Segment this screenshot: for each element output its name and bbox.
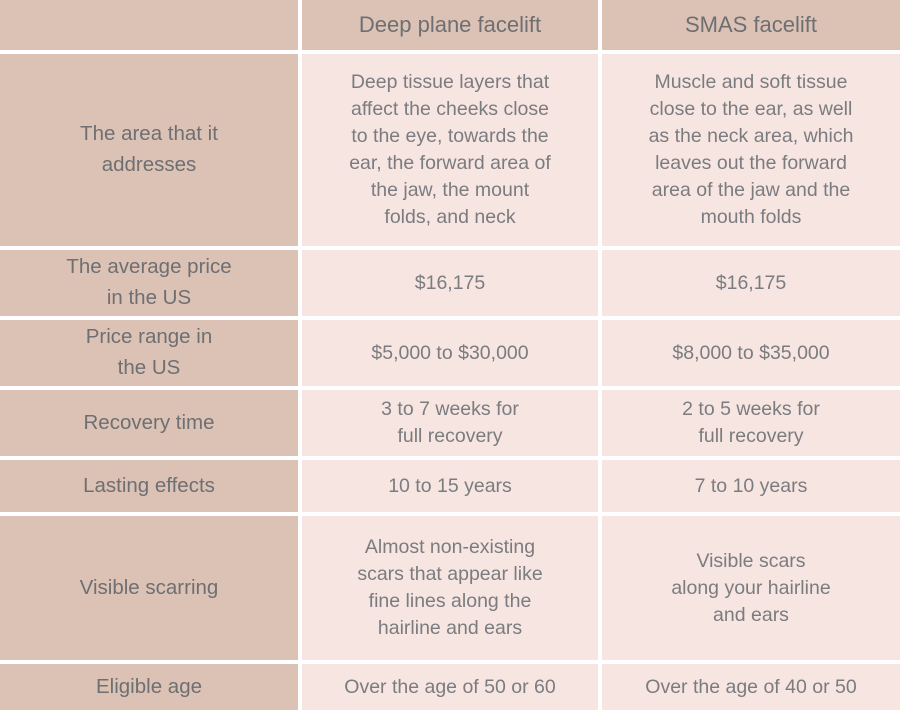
cell-price-range-deep-plane: $5,000 to $30,000 <box>302 320 598 386</box>
cell-price-range-smas: $8,000 to $35,000 <box>602 320 900 386</box>
cell-lasting-effects-deep-plane: 10 to 15 years <box>302 460 598 512</box>
row-label-area: The area that it addresses <box>0 54 298 246</box>
cell-area-smas: Muscle and soft tissue close to the ear,… <box>602 54 900 246</box>
cell-average-price-smas: $16,175 <box>602 250 900 316</box>
header-corner-cell <box>0 0 298 50</box>
cell-lasting-effects-smas: 7 to 10 years <box>602 460 900 512</box>
cell-eligible-age-deep-plane: Over the age of 50 or 60 <box>302 664 598 710</box>
cell-area-deep-plane: Deep tissue layers that affect the cheek… <box>302 54 598 246</box>
row-label-price-range: Price range in the US <box>0 320 298 386</box>
cell-recovery-time-smas: 2 to 5 weeks for full recovery <box>602 390 900 456</box>
cell-eligible-age-smas: Over the age of 40 or 50 <box>602 664 900 710</box>
cell-average-price-deep-plane: $16,175 <box>302 250 598 316</box>
row-label-lasting-effects: Lasting effects <box>0 460 298 512</box>
column-header-deep-plane: Deep plane facelift <box>302 0 598 50</box>
cell-visible-scarring-smas: Visible scars along your hairline and ea… <box>602 516 900 660</box>
row-label-eligible-age: Eligible age <box>0 664 298 710</box>
row-label-recovery-time: Recovery time <box>0 390 298 456</box>
cell-recovery-time-deep-plane: 3 to 7 weeks for full recovery <box>302 390 598 456</box>
column-header-smas: SMAS facelift <box>602 0 900 50</box>
cell-visible-scarring-deep-plane: Almost non-existing scars that appear li… <box>302 516 598 660</box>
row-label-visible-scarring: Visible scarring <box>0 516 298 660</box>
row-label-average-price: The average price in the US <box>0 250 298 316</box>
